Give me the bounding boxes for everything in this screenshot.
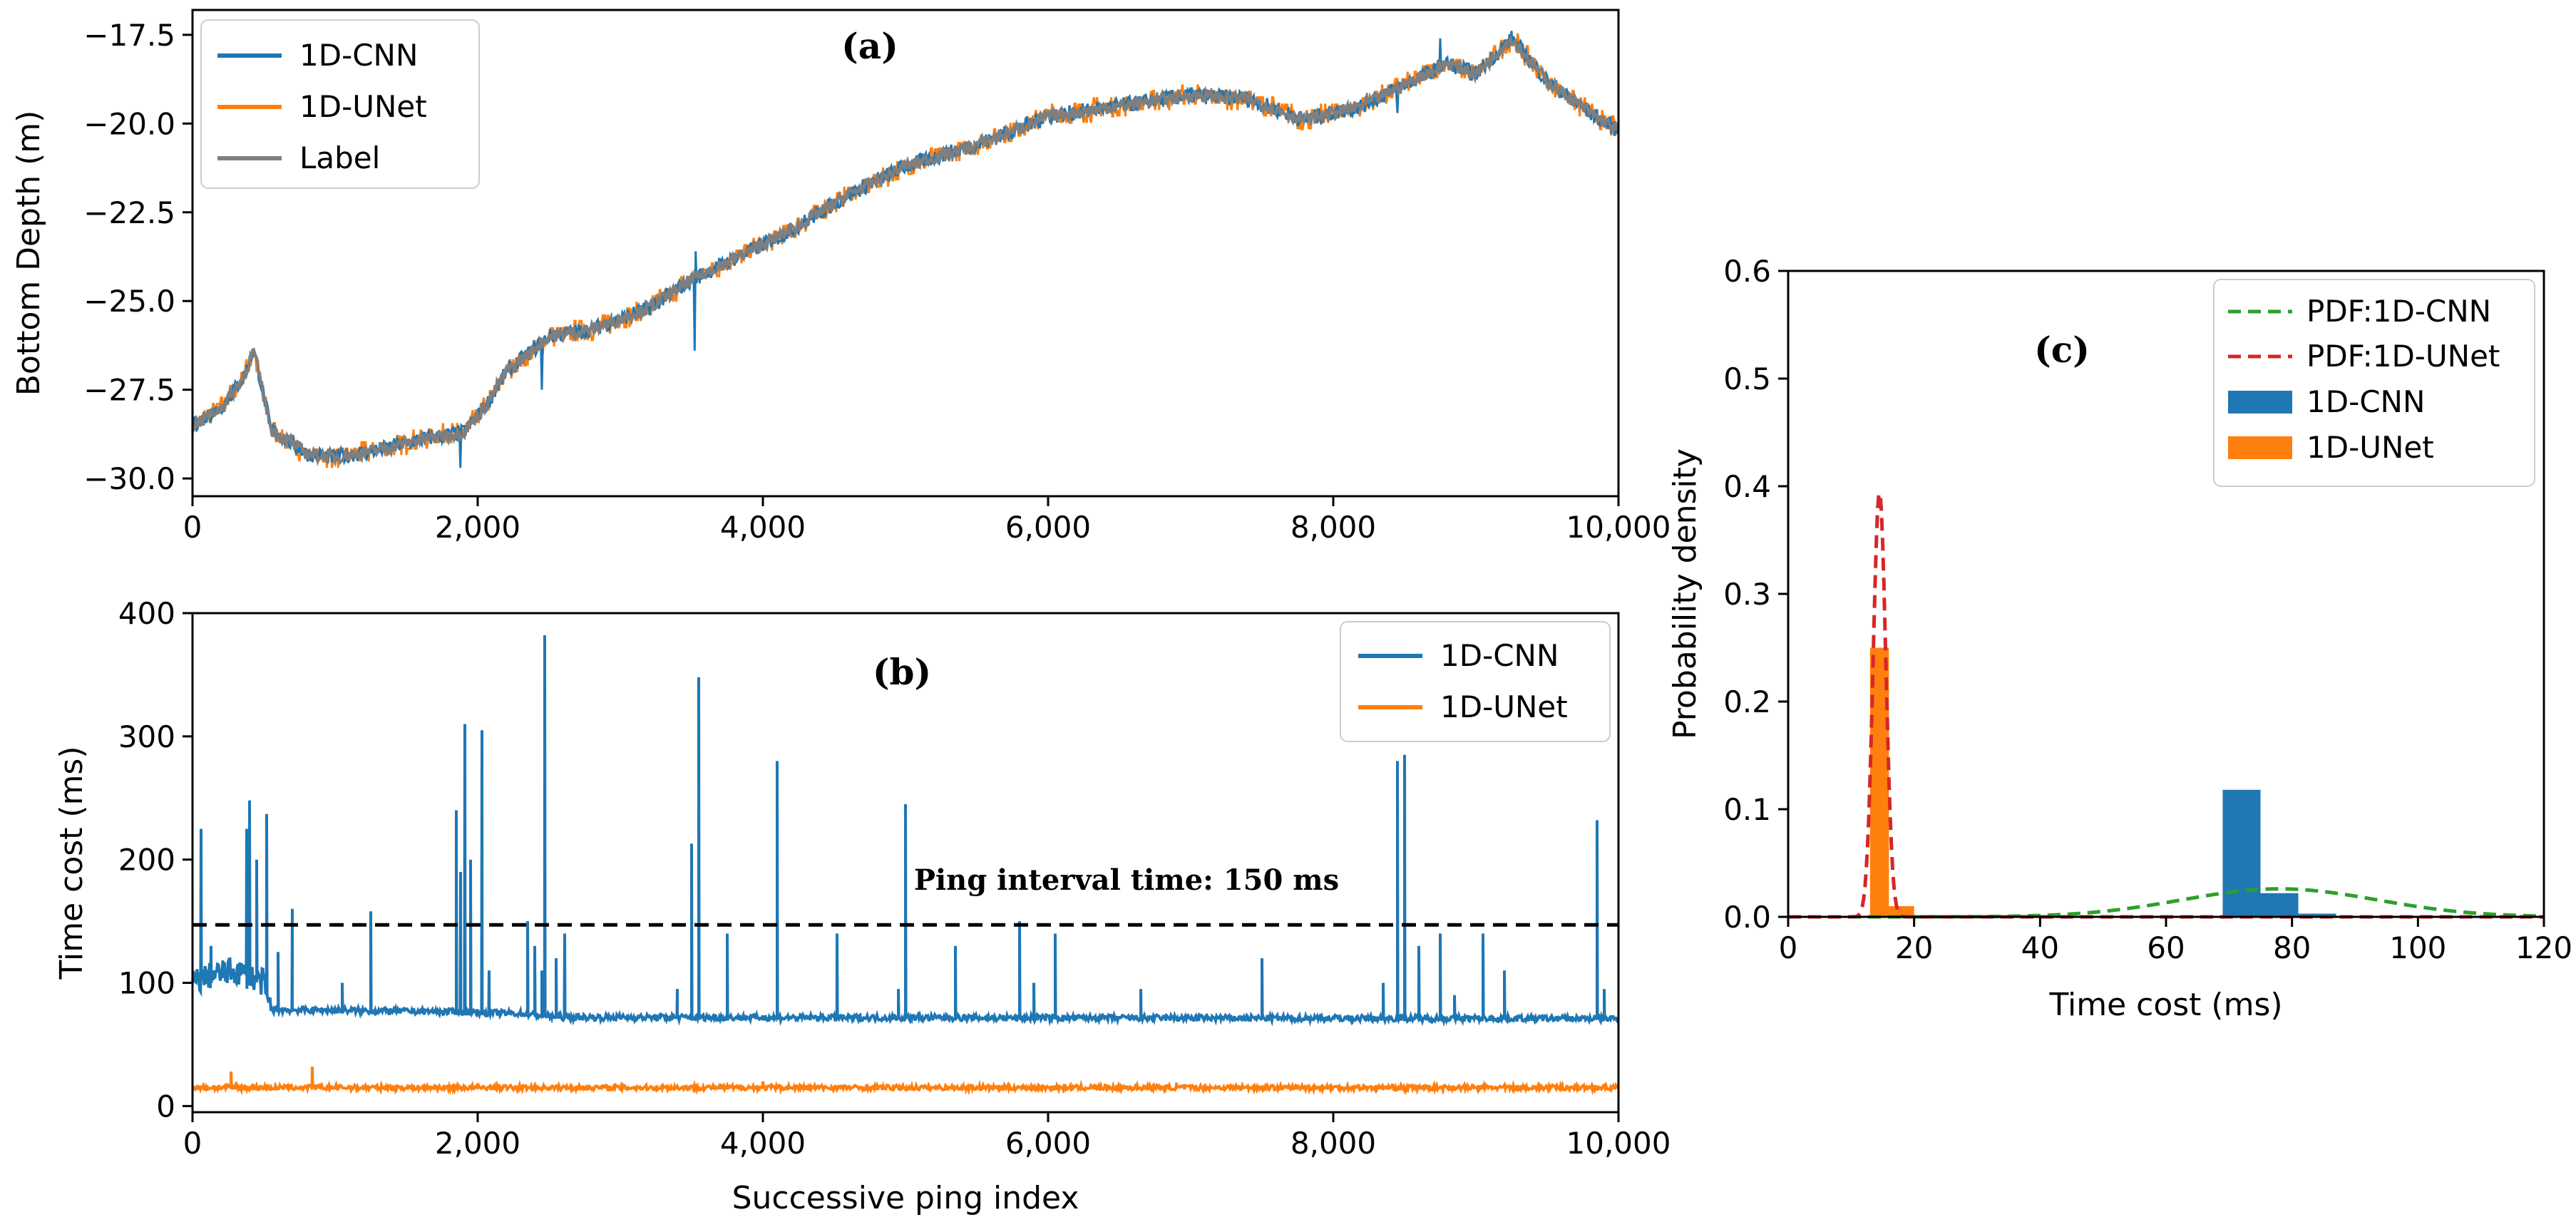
panel-b-x-tick-label: 4,000	[720, 1126, 806, 1161]
panel-c-y-tick-label: 0.6	[1723, 254, 1771, 289]
panel-a-x-tick-label: 6,000	[1005, 510, 1091, 545]
panel-a-plot-area	[191, 31, 1620, 468]
panel-b-frame	[191, 612, 1620, 1114]
series-1d-cnn-line	[191, 635, 1620, 1027]
legend-label-pdf-unet: PDF:1D-UNet	[2306, 339, 2500, 374]
panel-a-y-tick-label: −22.5	[83, 195, 175, 230]
panel-a-x-tick-label: 10,000	[1566, 510, 1671, 545]
panel-b-x-tick-label: 10,000	[1566, 1126, 1671, 1161]
panel-c-y-tick-label: 0.4	[1723, 469, 1771, 504]
panel-b-y-tick-label: 300	[118, 719, 175, 754]
panel-c-x-tick-label: 80	[2273, 930, 2311, 965]
panel-b-label: (b)	[873, 651, 931, 693]
panel-c-x-tick-label: 60	[2147, 930, 2185, 965]
panel-c-y-tick-label: 0.5	[1723, 361, 1771, 396]
legend-label-cnn: 1D-CNN	[1440, 638, 1559, 673]
panel-b-chart: 0 2,000 4,000 6,000 8,000 10,000 0 100 200 300 400…	[53, 596, 1671, 1216]
panel-c-legend: PDF:1D-CNN PDF:1D-UNet 1D-CNN 1D-UNet	[2213, 279, 2535, 487]
histogram-bar-1d-unet	[1889, 905, 1914, 917]
panel-c-x-tick-label: 100	[2389, 930, 2446, 965]
panel-b-y-tick-label: 200	[118, 843, 175, 878]
legend-label-hist-unet: 1D-UNet	[2306, 430, 2434, 465]
histogram-bar-1d-cnn	[2222, 789, 2261, 917]
panel-b-y-tick-label: 0	[156, 1089, 175, 1124]
panel-a-x-tick-label: 8,000	[1290, 510, 1376, 545]
panel-a-legend: 1D-CNN 1D-UNet Label	[200, 19, 480, 189]
panel-a-x-tick-label: 0	[183, 510, 202, 545]
panel-b-axes: 0 2,000 4,000 6,000 8,000 10,000 0 100 200 300 400	[118, 596, 1671, 1161]
panel-b-x-axis-label: Successive ping index	[732, 1180, 1079, 1216]
panel-a-legend-box	[200, 19, 480, 189]
legend-label-label: Label	[299, 140, 380, 175]
histogram-bar-1d-cnn	[2298, 913, 2336, 917]
legend-label-hist-cnn: 1D-CNN	[2306, 384, 2425, 419]
legend-swatch-hist-cnn	[2228, 391, 2292, 414]
panel-c-y-tick-label: 0.2	[1723, 684, 1771, 719]
panel-b-x-tick-label: 0	[183, 1126, 202, 1161]
legend-label-cnn: 1D-CNN	[299, 38, 418, 73]
panel-c-legend-box	[2213, 279, 2535, 487]
panel-c-x-tick-label: 20	[1895, 930, 1933, 965]
panel-c-plot-area	[1788, 492, 2544, 919]
panel-a-frame	[191, 9, 1620, 498]
panel-c-x-tick-label: 40	[2021, 930, 2059, 965]
panel-b-x-tick-label: 6,000	[1005, 1126, 1091, 1161]
pdf-curve-1d-unet	[1788, 492, 2544, 919]
panel-c-chart: 0 20 40 60 80 100 120 0.0 0.1 0.2 0.3 0.4 0.5 0.6 (c)…	[1667, 254, 2572, 1023]
panel-b-x-tick-label: 2,000	[435, 1126, 520, 1161]
panel-c-x-tick-label: 0	[1779, 930, 1798, 965]
legend-label-unet: 1D-UNet	[299, 89, 427, 124]
panel-a-y-tick-label: −17.5	[83, 18, 175, 53]
legend-label-unet: 1D-UNet	[1440, 689, 1568, 724]
panel-a-y-axis-label: Bottom Depth (m)	[11, 111, 47, 396]
legend-swatch-hist-unet	[2228, 436, 2292, 459]
histogram-bar-1d-cnn	[2260, 893, 2299, 917]
series-1d-unet-line	[192, 1066, 1620, 1096]
panel-b-plot-area	[191, 635, 1620, 1096]
histogram-bar-1d-unet	[1869, 647, 1889, 917]
panel-a-y-tick-label: −27.5	[83, 373, 175, 408]
panel-c-x-tick-label: 120	[2515, 930, 2572, 965]
panel-c-y-axis-label: Probability density	[1667, 448, 1703, 739]
panel-b-legend-box	[1340, 621, 1611, 742]
panel-c-y-tick-label: 0.0	[1723, 900, 1771, 935]
panel-c-y-tick-label: 0.3	[1723, 577, 1771, 612]
panel-c-y-tick-label: 0.1	[1723, 792, 1771, 827]
panel-b-legend: 1D-CNN 1D-UNet	[1340, 621, 1611, 742]
panel-b-x-tick-label: 8,000	[1290, 1126, 1376, 1161]
legend-label-pdf-cnn: PDF:1D-CNN	[2306, 294, 2491, 329]
panel-a-x-tick-label: 4,000	[720, 510, 806, 545]
panel-a-y-tick-label: −30.0	[83, 461, 175, 496]
panel-b-y-tick-label: 400	[118, 596, 175, 631]
panel-b-y-tick-label: 100	[118, 966, 175, 1001]
ping-interval-annotation: Ping interval time: 150 ms	[914, 863, 1339, 897]
panel-a-chart: 0 2,000 4,000 6,000 8,000 10,000 −17.5 −20.0 −22…	[11, 9, 1671, 545]
panel-a-label: (a)	[841, 25, 898, 67]
panel-a-x-tick-label: 2,000	[435, 510, 520, 545]
panel-a-y-tick-label: −20.0	[83, 106, 175, 141]
series-label-line	[191, 34, 1620, 468]
panel-c-x-axis-label: Time cost (ms)	[2048, 987, 2282, 1023]
panel-a-y-tick-label: −25.0	[83, 284, 175, 319]
panel-a-axes: 0 2,000 4,000 6,000 8,000 10,000 −17.5 −20.0 −22…	[83, 18, 1671, 545]
panel-c-axes: 0 20 40 60 80 100 120 0.0 0.1 0.2 0.3 0.4 0.5 0.6	[1723, 254, 2572, 965]
panel-c-label: (c)	[2034, 329, 2090, 371]
panel-b-y-axis-label: Time cost (ms)	[53, 746, 90, 980]
